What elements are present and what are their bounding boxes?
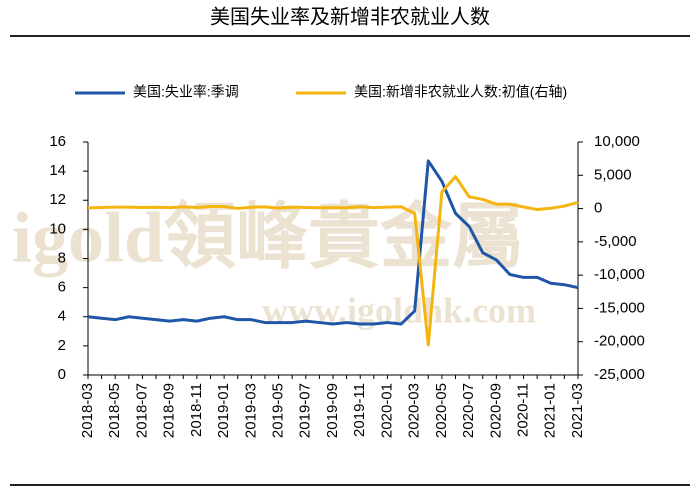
- x-tick-label: 2019-03: [242, 383, 259, 438]
- x-tick-label: 2020-09: [487, 383, 504, 438]
- legend-label: 美国:新增非农就业人数:初值(右轴): [354, 84, 567, 100]
- y-tick-label: 2: [58, 337, 66, 354]
- x-tick-label: 2020-11: [515, 383, 532, 437]
- x-tick-label: 2019-07: [297, 383, 314, 438]
- y-tick-label: 4: [58, 308, 66, 325]
- y-tick-label: 16: [49, 133, 66, 150]
- x-tick-label: 2019-05: [270, 383, 287, 438]
- y2-tick-label: -20,000: [594, 333, 645, 350]
- y-tick-label: 8: [58, 249, 66, 266]
- legend-label: 美国:失业率:季调: [133, 84, 239, 100]
- x-tick-label: 2019-09: [324, 383, 341, 438]
- x-tick-label: 2018-09: [161, 383, 178, 438]
- y2-tick-label: -15,000: [594, 299, 645, 316]
- series-line: [87, 175, 579, 347]
- series-line: [87, 159, 579, 326]
- x-tick-label: 2020-03: [406, 383, 423, 438]
- x-tick-label: 2020-07: [460, 383, 477, 438]
- x-tick-label: 2020-05: [433, 383, 450, 438]
- watermark: igold領峰貴金屬: [12, 198, 524, 278]
- y2-tick-label: -5,000: [594, 233, 637, 250]
- y-tick-label: 6: [58, 279, 66, 296]
- chart-title: 美国失业率及新增非农就业人数: [210, 5, 490, 28]
- y2-tick-label: -25,000: [594, 366, 645, 383]
- x-tick-label: 2019-01: [215, 383, 232, 438]
- x-tick-label: 2018-11: [188, 383, 205, 437]
- x-tick-label: 2019-11: [351, 383, 368, 437]
- x-tick-label: 2021-01: [542, 383, 559, 438]
- x-tick-label: 2018-05: [106, 383, 123, 438]
- x-tick-label: 2018-03: [79, 383, 96, 438]
- y2-tick-label: 5,000: [594, 166, 632, 183]
- x-tick-label: 2020-01: [378, 383, 395, 438]
- y2-tick-label: -10,000: [594, 266, 645, 283]
- y-tick-label: 14: [49, 162, 66, 179]
- y2-tick-label: 10,000: [594, 133, 640, 150]
- y-tick-label: 10: [49, 220, 66, 237]
- x-tick-label: 2018-07: [133, 383, 150, 438]
- y2-tick-label: 0: [594, 200, 602, 217]
- y-tick-label: 12: [49, 191, 66, 208]
- x-tick-label: 2021-03: [569, 383, 586, 438]
- y-tick-label: 0: [58, 366, 66, 383]
